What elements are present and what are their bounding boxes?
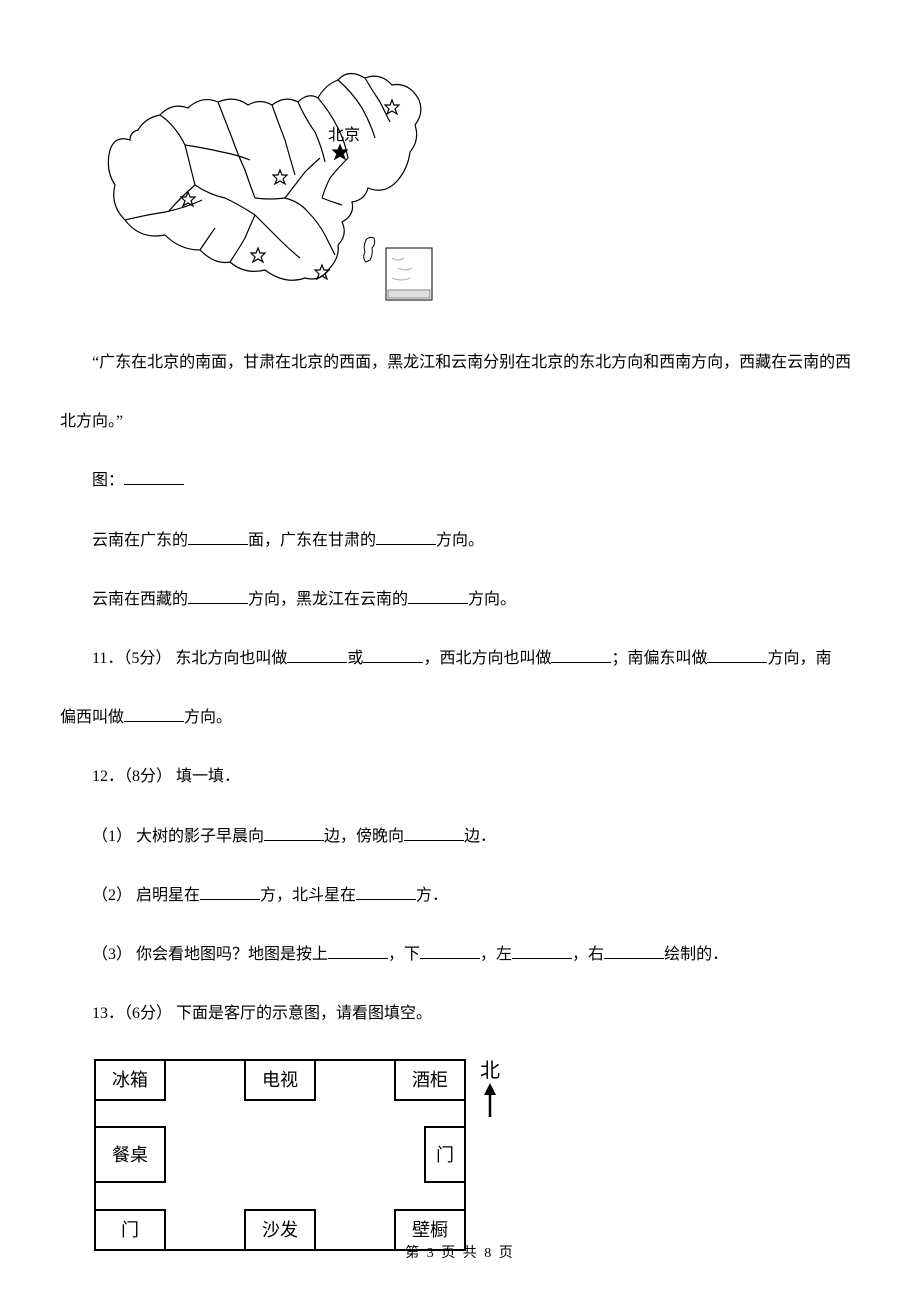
q13-text: 13．（6分） 下面是客厅的示意图，请看图填空。: [92, 1005, 432, 1022]
q11-line-2: 偏西叫做 方向。: [60, 700, 860, 735]
blank-q12-2-1[interactable]: [200, 881, 260, 900]
room-door2: 门: [121, 1220, 139, 1240]
room-wine: 酒柜: [412, 1070, 448, 1090]
blank-q12-2-2[interactable]: [356, 881, 416, 900]
room-svg: 冰箱 电视 酒柜 餐桌 门 门 沙发 壁橱 北: [90, 1055, 520, 1255]
blank-q11-1[interactable]: [287, 644, 347, 663]
blank-q12-3-2[interactable]: [420, 940, 480, 959]
yun2-b: 方向，黑龙江在云南的: [248, 591, 408, 608]
q12-2-a: （2） 启明星在: [92, 887, 200, 904]
yunnan-line-1: 云南在广东的 面，广东在甘肃的 方向。: [60, 523, 860, 558]
tu-label: 图：: [92, 472, 124, 489]
q12-head: 12．（8分） 填一填．: [60, 759, 860, 794]
blank-yun1-1[interactable]: [188, 525, 248, 544]
q11-g: 方向。: [184, 709, 232, 726]
q11-a: 11．（5分） 东北方向也叫做: [92, 650, 287, 667]
room-cabinet: 壁橱: [412, 1220, 448, 1240]
north-arrow: 北: [480, 1059, 500, 1117]
blank-q12-3-3[interactable]: [512, 940, 572, 959]
blank-q12-1-1[interactable]: [264, 821, 324, 840]
q12-1-a: （1） 大树的影子早晨向: [92, 828, 264, 845]
footer-text: 第 3 页 共 8 页: [405, 1246, 515, 1261]
room-fridge: 冰箱: [112, 1070, 148, 1090]
blank-q11-5[interactable]: [124, 703, 184, 722]
q11-line-1: 11．（5分） 东北方向也叫做 或 ，西北方向也叫做 ；南偏东叫做 方向，南: [60, 641, 860, 676]
q12-1: （1） 大树的影子早晨向 边，傍晚向 边．: [60, 819, 860, 854]
blank-yun1-2[interactable]: [376, 525, 436, 544]
q12-1-c: 边．: [464, 828, 496, 845]
q12-1-b: 边，傍晚向: [324, 828, 404, 845]
blank-q12-1-2[interactable]: [404, 821, 464, 840]
yun1-b: 面，广东在甘肃的: [248, 532, 376, 549]
q12-3-d: ，右: [572, 946, 604, 963]
china-map-svg: 北京: [90, 40, 450, 310]
q12-2-b: 方，北斗星在: [260, 887, 356, 904]
yun2-c: 方向。: [468, 591, 516, 608]
room-table: 餐桌: [112, 1145, 148, 1165]
yun1-c: 方向。: [436, 532, 484, 549]
q13: 13．（6分） 下面是客厅的示意图，请看图填空。: [60, 996, 860, 1031]
yunnan-line-2: 云南在西藏的 方向，黑龙江在云南的 方向。: [60, 582, 860, 617]
q11-b: 或: [347, 650, 363, 667]
blank-q12-3-4[interactable]: [604, 940, 664, 959]
q11-c: ，西北方向也叫做: [423, 650, 551, 667]
quote-paragraph-line2: 北方向。”: [60, 404, 860, 439]
q12-3-a: （3） 你会看地图吗？地图是按上: [92, 946, 328, 963]
blank-yun2-2[interactable]: [408, 585, 468, 604]
q12-2-c: 方．: [416, 887, 448, 904]
q12-3-b: ，下: [388, 946, 420, 963]
blank-q11-4[interactable]: [707, 644, 767, 663]
quote-paragraph: “广东在北京的南面，甘肃在北京的西面，黑龙江和云南分别在北京的东北方向和西南方向…: [60, 345, 860, 380]
q12-3-e: 绘制的．: [664, 946, 728, 963]
room-door1: 门: [436, 1145, 454, 1165]
q11-e: 方向，南: [767, 650, 831, 667]
blank-q12-3-1[interactable]: [328, 940, 388, 959]
quote-line-1: “广东在北京的南面，甘肃在北京的西面，黑龙江和云南分别在北京的东北方向和西南方向…: [92, 354, 851, 371]
blank-yun2-1[interactable]: [188, 585, 248, 604]
blank-tu[interactable]: [124, 466, 184, 485]
china-map-figure: 北京: [90, 40, 860, 315]
q11-f: 偏西叫做: [60, 709, 124, 726]
blank-q11-3[interactable]: [551, 644, 611, 663]
tu-line: 图：: [60, 463, 860, 498]
room-diagram: 冰箱 电视 酒柜 餐桌 门 门 沙发 壁橱 北: [90, 1055, 860, 1260]
q12-3-c: ，左: [480, 946, 512, 963]
page-footer: 第 3 页 共 8 页: [0, 1242, 920, 1262]
q12-3: （3） 你会看地图吗？地图是按上 ，下 ，左 ，右 绘制的．: [60, 937, 860, 972]
room-sofa: 沙发: [262, 1220, 298, 1240]
yun1-a: 云南在广东的: [92, 532, 188, 549]
room-tv: 电视: [262, 1070, 298, 1090]
blank-q11-2[interactable]: [363, 644, 423, 663]
yun2-a: 云南在西藏的: [92, 591, 188, 608]
svg-text:北京: 北京: [328, 126, 360, 144]
quote-line-2: 北方向。”: [60, 413, 123, 430]
q12-2: （2） 启明星在 方，北斗星在 方．: [60, 878, 860, 913]
north-label: 北: [480, 1059, 500, 1082]
q12-head-text: 12．（8分） 填一填．: [92, 768, 240, 785]
q11-d: ；南偏东叫做: [611, 650, 707, 667]
